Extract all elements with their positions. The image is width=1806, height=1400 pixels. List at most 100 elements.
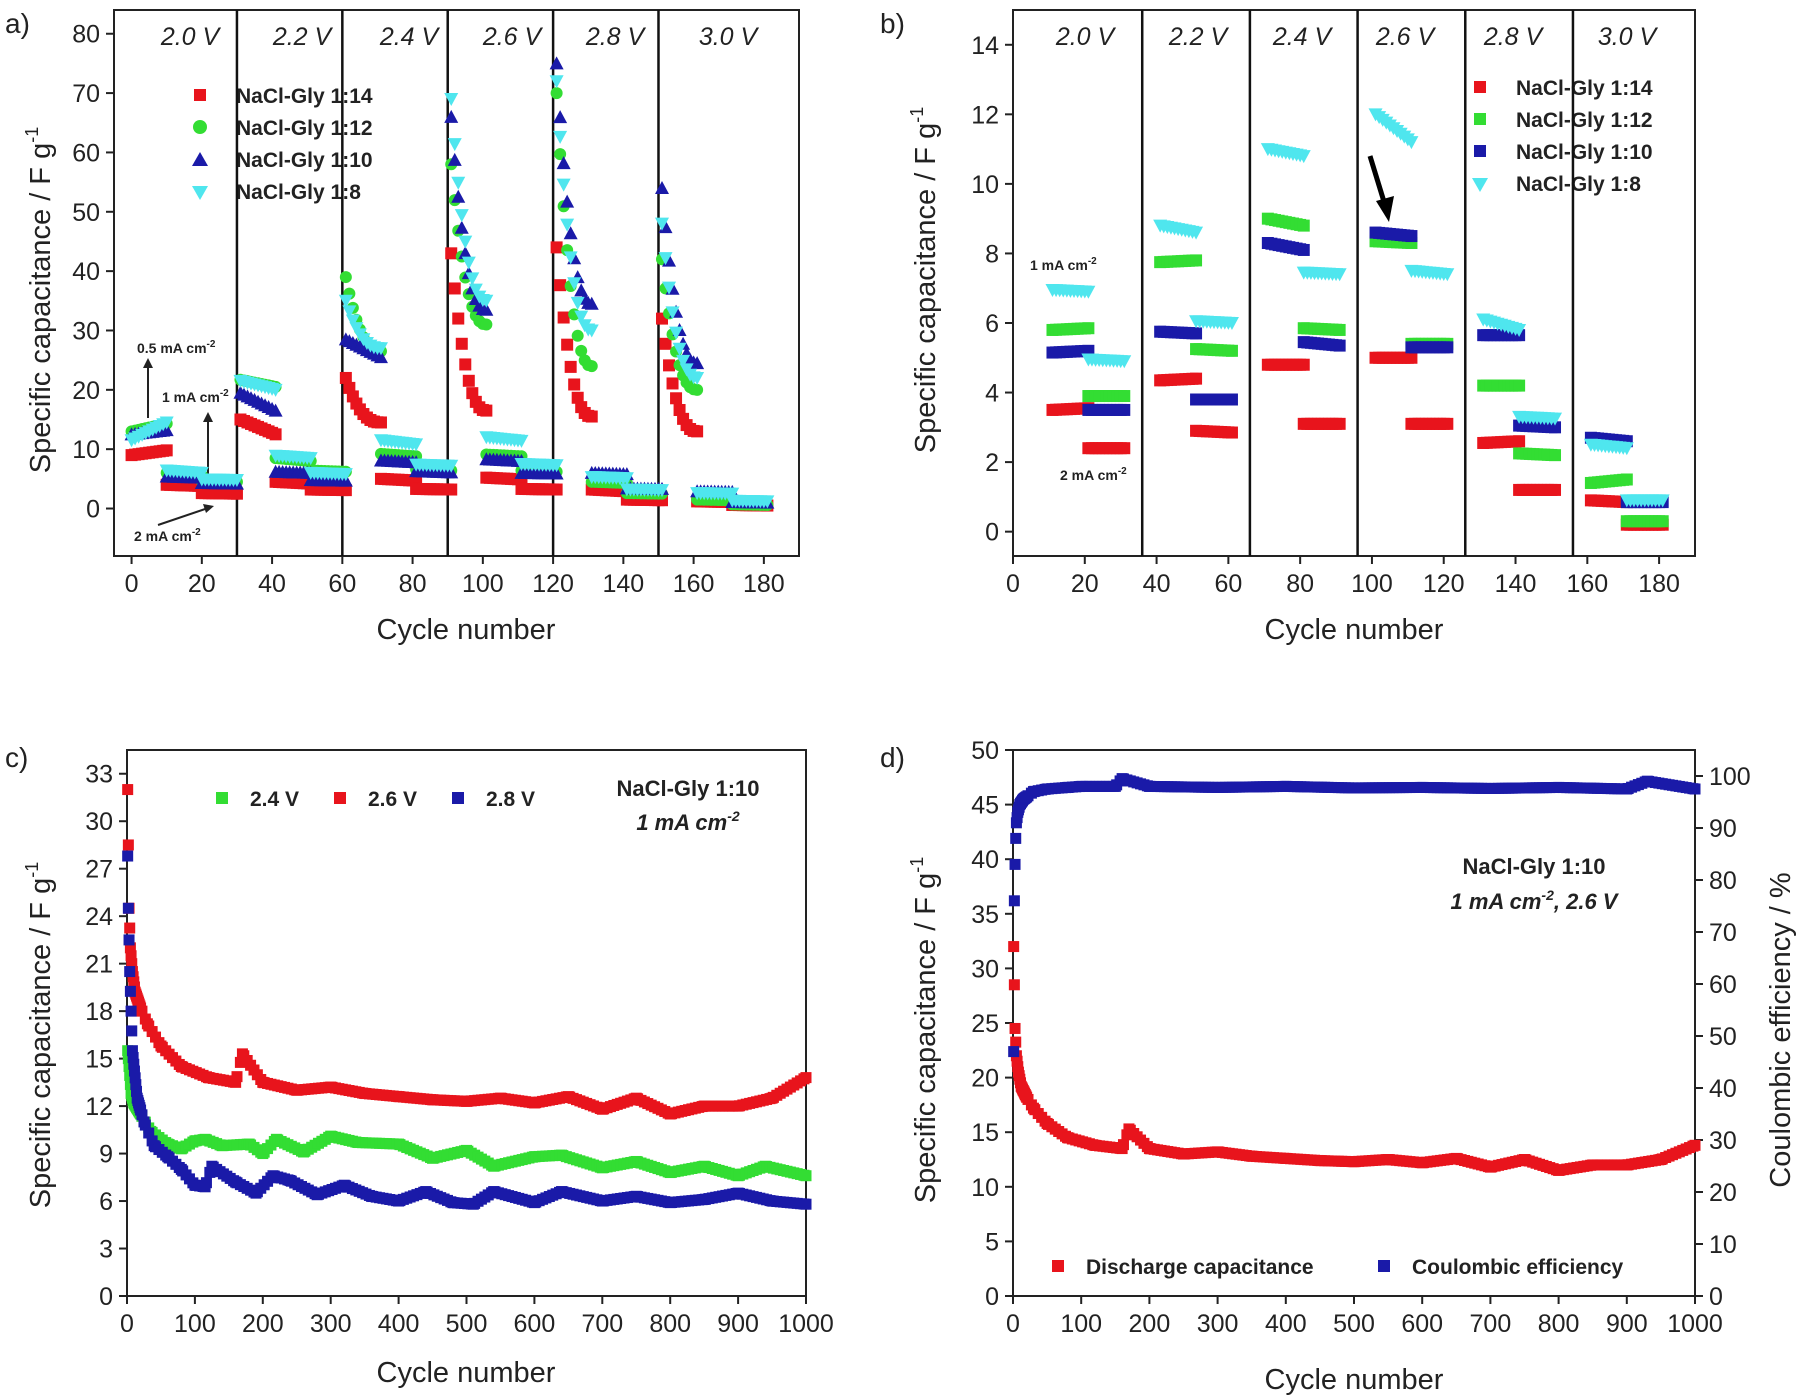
- data-point: [124, 942, 136, 954]
- y-tick-label: 10: [72, 436, 100, 464]
- data-point: [584, 296, 599, 310]
- data-point: [658, 252, 673, 266]
- data-point: [1118, 442, 1131, 455]
- panel-a-annotations: 0.5 mA cm-2 1 mA cm-2 2 mA cm-2: [134, 339, 229, 544]
- legend-label: NaCl-Gly 1:14: [236, 85, 373, 108]
- panel-b-ylabel: Specific capacitance / F g-1: [907, 107, 942, 453]
- panel-d: d) Cycle number Specific capacitance / F…: [880, 737, 1797, 1396]
- data-point: [564, 360, 577, 373]
- data-point: [1190, 254, 1203, 267]
- y2-tick-label: 60: [1709, 971, 1737, 999]
- x-tick-label: 80: [399, 570, 427, 598]
- data-point: [584, 324, 599, 338]
- y-tick-label: 25: [971, 1010, 999, 1038]
- legend-label: Discharge capacitance: [1086, 1256, 1314, 1279]
- data-point: [1619, 442, 1634, 456]
- x-tick-label: 500: [1333, 1310, 1375, 1338]
- data-point: [125, 1005, 137, 1017]
- legend-marker-triangle: [192, 152, 208, 166]
- panel-d-legend: Discharge capacitance Coulombic efficien…: [1052, 1256, 1624, 1279]
- panel-a: a) Cycle number Specific capacitance / F…: [5, 8, 800, 646]
- panel-a-volt-label: 2.2 V: [272, 23, 334, 51]
- data-point: [1404, 136, 1419, 150]
- data-point: [230, 1076, 242, 1088]
- legend-marker-square: [334, 792, 346, 804]
- x-tick-label: 160: [673, 570, 715, 598]
- data-point: [1009, 858, 1021, 870]
- data-point: [338, 468, 353, 482]
- data-point: [445, 247, 458, 260]
- x-tick-label: 0: [125, 570, 139, 598]
- data-point: [373, 350, 388, 364]
- data-point: [448, 282, 461, 295]
- y-tick-label: 33: [85, 761, 113, 789]
- panel-d-plot: 0 100 200 300 400 500 600 700 800 900 100005101520…: [971, 737, 1751, 1338]
- x-tick-label: 180: [1638, 570, 1680, 598]
- y2-tick-label: 20: [1709, 1179, 1737, 1207]
- data-point: [1513, 435, 1526, 448]
- legend-marker-triangle-down: [192, 186, 208, 200]
- x-tick-label: 800: [1538, 1310, 1580, 1338]
- data-point: [126, 1025, 138, 1037]
- y-tick-label: 12: [971, 101, 999, 129]
- x-tick-label: 180: [743, 570, 785, 598]
- legend-label: 2.4 V: [250, 788, 299, 811]
- x-tick-label: 0: [120, 1310, 134, 1338]
- data-point: [655, 217, 669, 231]
- x-tick-label: 100: [1351, 570, 1393, 598]
- y-tick-label: 80: [72, 21, 100, 49]
- data-point: [550, 483, 563, 496]
- y-tick-label: 35: [971, 901, 999, 929]
- data-point: [563, 251, 578, 265]
- data-point: [800, 1170, 812, 1182]
- data-point: [480, 318, 493, 331]
- current-annotation: 2 mA cm-2: [1060, 466, 1127, 483]
- x-tick-label: 120: [532, 570, 574, 598]
- data-point: [451, 189, 466, 203]
- data-point: [1656, 515, 1669, 528]
- current-annotation: 1 mA cm-2: [162, 388, 229, 405]
- data-point: [655, 484, 669, 498]
- legend-label: NaCl-Gly 1:10: [236, 149, 373, 172]
- panel-c: c) Cycle number Specific capacitance / F…: [5, 742, 834, 1389]
- panel-c-ylabel: Specific capacitance / F g-1: [22, 862, 57, 1208]
- legend-marker-square: [1474, 145, 1486, 157]
- data-point: [557, 311, 570, 324]
- panel-b-volt-label: 2.8 V: [1483, 23, 1545, 51]
- data-point: [445, 483, 458, 496]
- data-point: [1405, 230, 1418, 243]
- series-nacl-gly-1-8: [1045, 108, 1670, 508]
- data-point: [229, 474, 244, 488]
- data-point: [374, 416, 387, 429]
- x-tick-label: 40: [1143, 570, 1171, 598]
- x-tick-label: 100: [174, 1310, 216, 1338]
- data-point: [1190, 372, 1203, 385]
- legend-label: NaCl-Gly 1:12: [1516, 109, 1653, 132]
- panel-a-volt-label: 2.4 V: [379, 23, 441, 51]
- data-point: [556, 178, 571, 192]
- data-point: [1117, 355, 1132, 369]
- x-tick-label: 700: [1470, 1310, 1512, 1338]
- y-tick-label: 70: [72, 80, 100, 108]
- data-point: [268, 383, 283, 397]
- legend-label: NaCl-Gly 1:10: [1516, 141, 1653, 164]
- data-point: [125, 950, 137, 962]
- data-point: [1297, 358, 1310, 371]
- y-tick-label: 27: [85, 856, 113, 884]
- x-tick-label: 40: [258, 570, 286, 598]
- panel-c-label: c): [5, 742, 28, 773]
- y2-tick-label: 90: [1709, 815, 1737, 843]
- annotation-arrow: [1367, 155, 1388, 206]
- data-point: [690, 356, 705, 370]
- data-point: [585, 360, 598, 373]
- data-point: [128, 1065, 140, 1077]
- y2-tick-label: 70: [1709, 919, 1737, 947]
- data-point: [1441, 417, 1454, 430]
- data-point: [342, 305, 357, 319]
- panel-b-label: b): [880, 8, 905, 39]
- series-coulombic-efficiency: [1008, 773, 1701, 1058]
- data-point: [1225, 344, 1238, 357]
- data-point: [1189, 226, 1204, 240]
- data-point: [585, 410, 598, 423]
- data-point: [461, 256, 476, 270]
